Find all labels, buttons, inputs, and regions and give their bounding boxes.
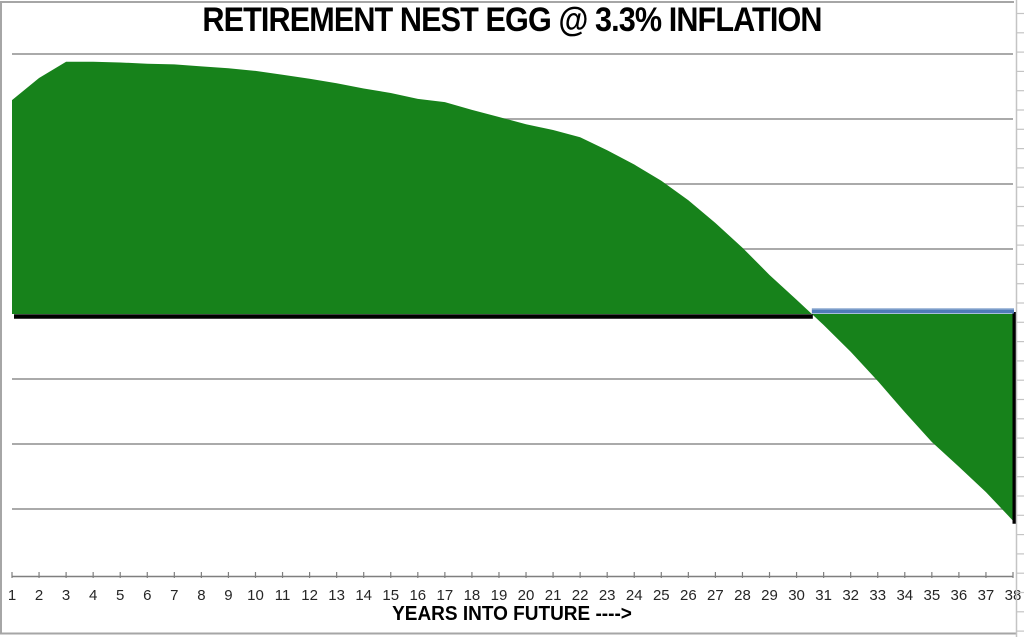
x-tick-label: 18 — [464, 587, 481, 604]
x-tick-label: 38 — [1005, 587, 1022, 604]
x-tick-label: 1 — [8, 587, 16, 604]
x-tick-label: 27 — [707, 587, 724, 604]
x-tick-label: 29 — [761, 587, 778, 604]
x-tick-label: 25 — [653, 587, 670, 604]
x-tick-label: 15 — [382, 587, 399, 604]
x-tick-label: 3 — [62, 587, 70, 604]
x-tick-label: 36 — [951, 587, 968, 604]
x-tick-label: 34 — [896, 587, 913, 604]
chart-title: RETIREMENT NEST EGG @ 3.3% INFLATION — [202, 1, 822, 39]
x-tick-label: 16 — [409, 587, 426, 604]
x-tick-label: 9 — [224, 587, 232, 604]
x-axis-title: YEARS INTO FUTURE ----> — [392, 603, 632, 625]
x-tick-label: 28 — [734, 587, 751, 604]
x-tick-label: 11 — [275, 587, 291, 604]
x-tick-label: 32 — [842, 587, 859, 604]
x-tick-label: 19 — [491, 587, 508, 604]
x-tick-label: 8 — [197, 587, 205, 604]
x-tick-label: 30 — [788, 587, 805, 604]
x-tick-label: 22 — [572, 587, 589, 604]
x-tick-label: 2 — [35, 587, 43, 604]
x-tick-label: 6 — [143, 587, 151, 604]
area-series-nest-egg — [12, 61, 1013, 521]
x-tick-label: 21 — [545, 587, 562, 604]
x-tick-label: 23 — [599, 587, 616, 604]
x-tick-label: 7 — [170, 587, 178, 604]
x-tick-label: 31 — [815, 587, 832, 604]
x-tick-label: 24 — [626, 587, 643, 604]
x-tick-label: 35 — [923, 587, 940, 604]
x-tick-label: 4 — [89, 587, 97, 604]
x-tick-label: 33 — [869, 587, 886, 604]
x-tick-label: 20 — [518, 587, 535, 604]
x-tick-label: 14 — [355, 587, 372, 604]
x-tick-label: 37 — [978, 587, 995, 604]
x-tick-label: 17 — [437, 587, 454, 604]
x-tick-label: 26 — [680, 587, 697, 604]
x-tick-label: 5 — [116, 587, 124, 604]
x-tick-label: 13 — [328, 587, 345, 604]
x-tick-label: 12 — [301, 587, 318, 604]
x-tick-label: 10 — [247, 587, 264, 604]
